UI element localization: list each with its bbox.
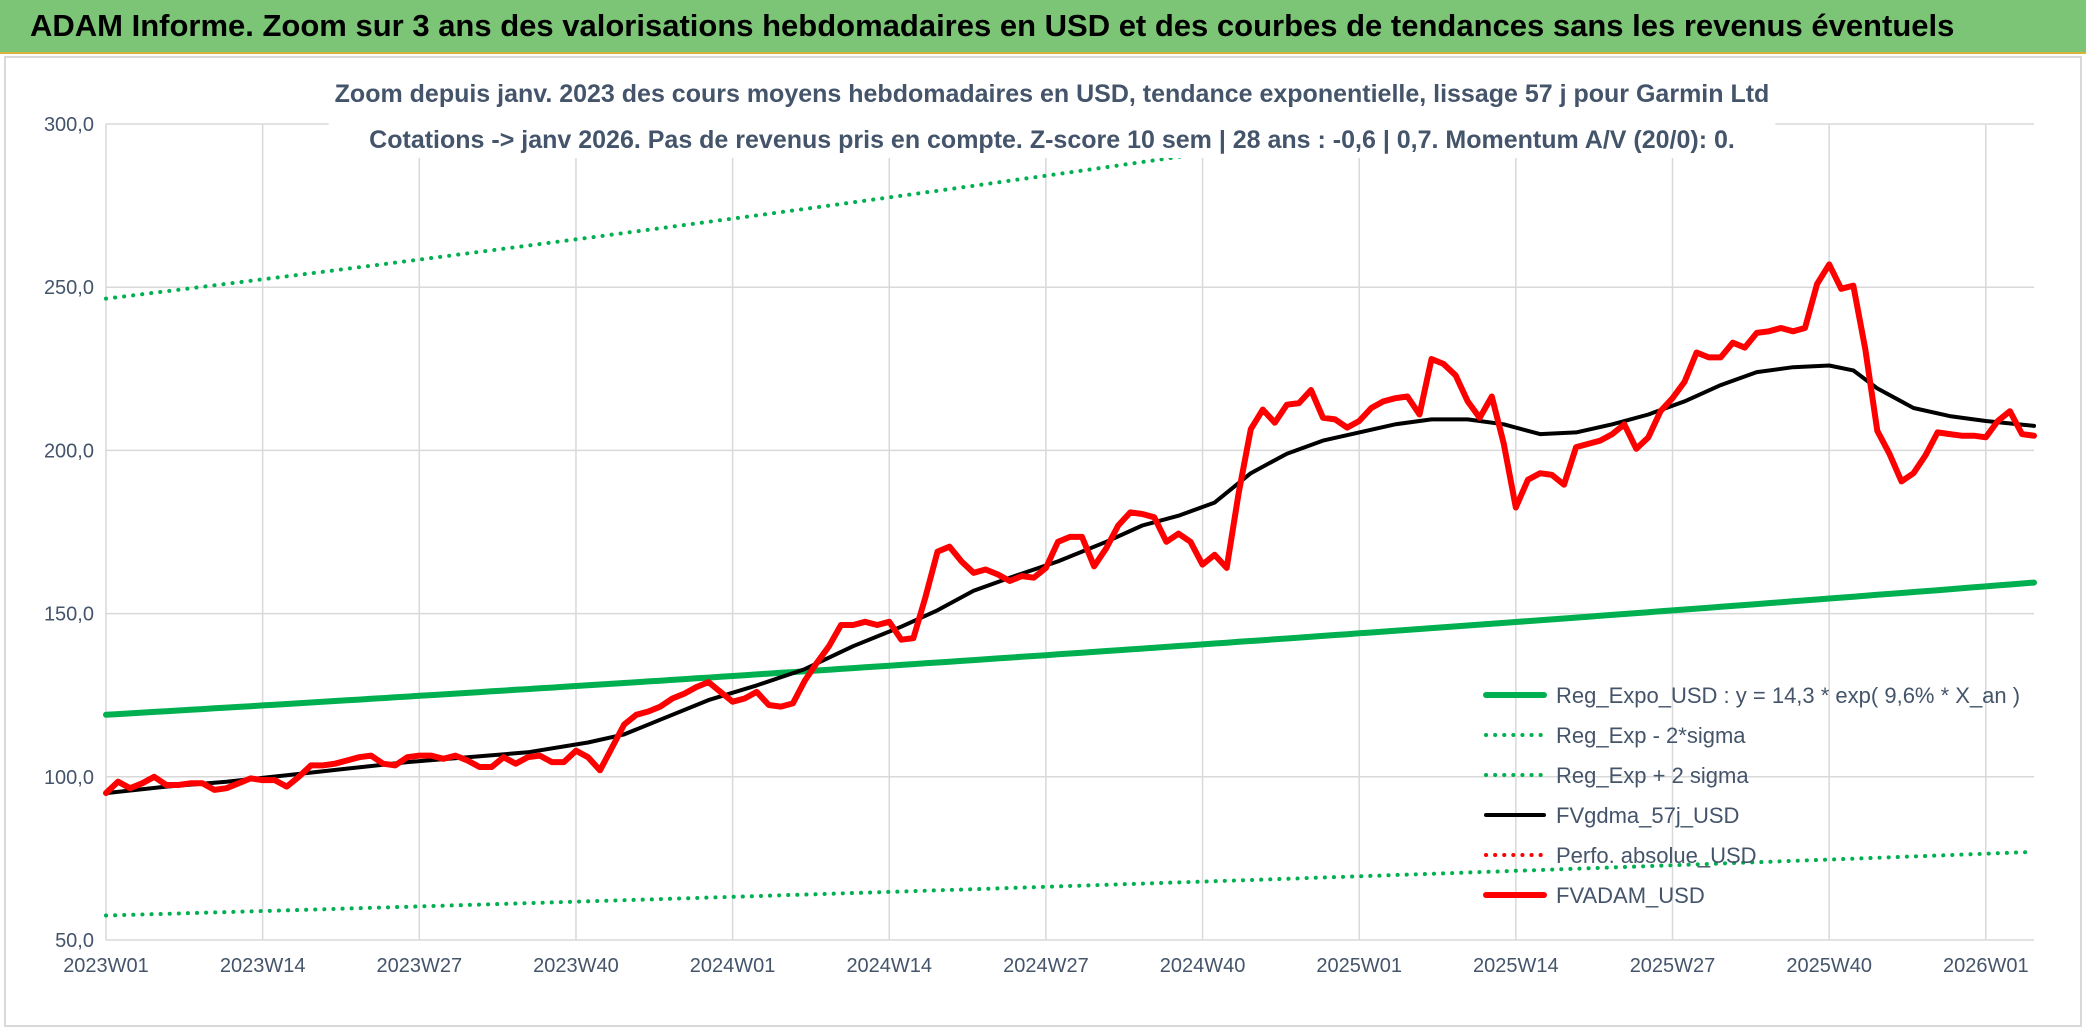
x-tick-label: 2023W14: [220, 955, 306, 977]
x-tick-label: 2023W27: [376, 955, 462, 977]
x-tick-label: 2026W01: [1943, 955, 2029, 977]
x-tick-label: 2024W27: [1003, 955, 1089, 977]
legend-label: Reg_Exp - 2*sigma: [1556, 723, 1746, 748]
y-tick-label: 50,0: [55, 930, 94, 952]
series-lines: [103, 123, 2037, 918]
x-tick-label: 2023W40: [533, 955, 619, 977]
x-tick-label: 2025W14: [1473, 955, 1559, 977]
legend-label: FVADAM_USD: [1556, 883, 1705, 908]
series-line-1: [104, 849, 2036, 918]
x-tick-label: 2025W01: [1316, 955, 1402, 977]
legend: Reg_Expo_USD : y = 14,3 * exp( 9,6% * X_…: [1483, 683, 2020, 908]
x-tick-label: 2024W14: [846, 955, 932, 977]
legend-label: Perfo. absolue_USD: [1556, 843, 1757, 868]
chart-title: Zoom depuis janv. 2023 des cours moyens …: [335, 80, 1770, 108]
y-tick-label: 100,0: [44, 767, 94, 789]
x-tick-label: 2025W40: [1786, 955, 1872, 977]
report-title: ADAM Informe. Zoom sur 3 ans des valoris…: [30, 8, 1955, 43]
series-line-5: [103, 261, 2037, 797]
legend-label: FVgdma_57j_USD: [1556, 803, 1739, 828]
title-background: [328, 76, 1776, 158]
title-banner: ADAM Informe. Zoom sur 3 ans des valoris…: [0, 0, 2086, 54]
gridlines: [105, 123, 2034, 941]
series-line-3: [104, 363, 2036, 796]
x-tick-label: 2025W27: [1630, 955, 1716, 977]
y-tick-label: 150,0: [44, 604, 94, 626]
line-chart: Zoom depuis janv. 2023 des cours moyens …: [44, 76, 2037, 977]
x-tick-label: 2024W01: [690, 955, 776, 977]
y-tick-label: 300,0: [44, 114, 94, 136]
chart-subtitle: Cotations -> janv 2026. Pas de revenus p…: [369, 126, 1735, 154]
axis-labels: 2023W01 2023W14 2023W27 2023W40 2024W01 2024W…: [44, 114, 2029, 977]
y-tick-label: 250,0: [44, 277, 94, 299]
legend-label: Reg_Exp + 2 sigma: [1556, 763, 1749, 788]
y-tick-label: 200,0: [44, 440, 94, 462]
legend-label: Reg_Expo_USD : y = 14,3 * exp( 9,6% * X_…: [1556, 683, 2020, 708]
x-tick-label: 2023W01: [63, 955, 149, 977]
series-line-0: [103, 579, 2037, 718]
chart-area: Zoom depuis janv. 2023 des cours moyens …: [4, 56, 2082, 1027]
x-tick-label: 2024W40: [1160, 955, 1246, 977]
